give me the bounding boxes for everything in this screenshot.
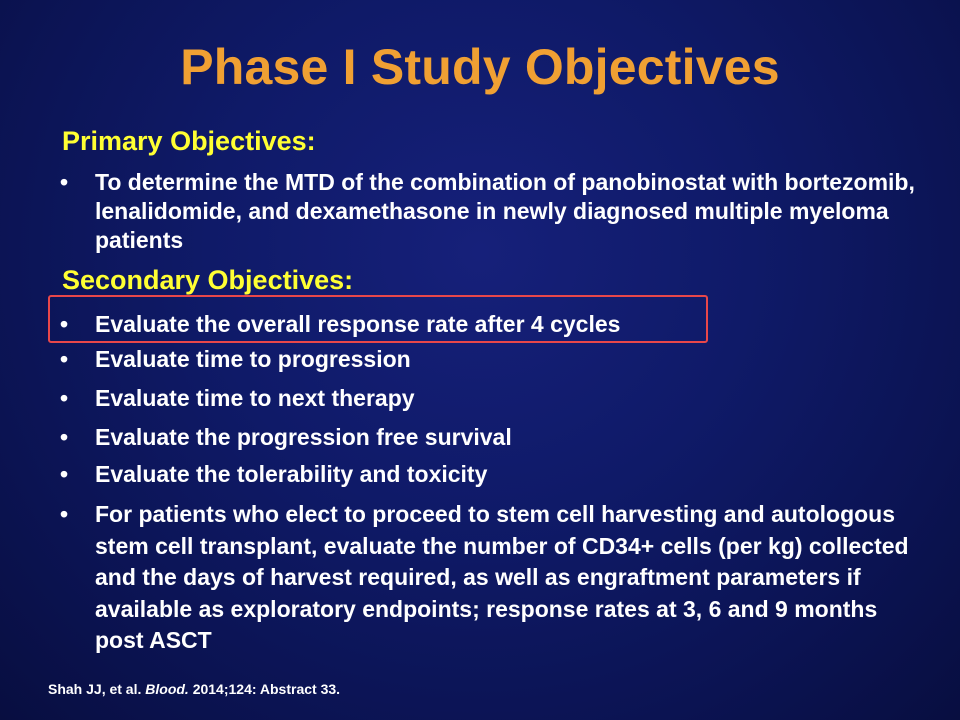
- bullet-marker: •: [60, 346, 69, 372]
- primary-objective-bullet: • To determine the MTD of the combinatio…: [60, 168, 920, 255]
- bullet-marker: •: [60, 385, 69, 411]
- bullet-marker: •: [60, 169, 69, 195]
- citation-journal: Blood.: [145, 681, 189, 697]
- secondary-objective-bullet: • Evaluate time to progression: [60, 345, 920, 374]
- secondary-objective-bullet: • For patients who elect to proceed to s…: [60, 499, 920, 657]
- highlight-box: [48, 295, 708, 343]
- bullet-marker: •: [60, 424, 69, 450]
- bullet-text: Evaluate the tolerability and toxicity: [95, 461, 488, 487]
- bullet-marker: •: [60, 501, 69, 527]
- bullet-marker: •: [60, 311, 69, 337]
- bullet-marker: •: [60, 461, 69, 487]
- bullet-text: Evaluate the progression free survival: [95, 424, 512, 450]
- citation-authors: Shah JJ, et al.: [48, 681, 146, 697]
- secondary-objective-bullet: • Evaluate time to next therapy: [60, 384, 920, 413]
- citation: Shah JJ, et al. Blood. 2014;124: Abstrac…: [48, 681, 340, 697]
- bullet-text: To determine the MTD of the combination …: [95, 169, 915, 253]
- secondary-objectives-heading: Secondary Objectives:: [62, 265, 354, 295]
- slide-title: Phase I Study Objectives: [180, 39, 780, 95]
- secondary-objective-bullet: • Evaluate the progression free survival: [60, 423, 920, 452]
- citation-details: 2014;124: Abstract 33.: [188, 681, 341, 697]
- primary-objectives-heading: Primary Objectives:: [62, 126, 316, 156]
- bullet-text: For patients who elect to proceed to ste…: [95, 501, 909, 653]
- bullet-text: Evaluate the overall response rate after…: [95, 311, 621, 337]
- secondary-objective-bullet: • Evaluate the tolerability and toxicity: [60, 460, 920, 489]
- bullet-text: Evaluate time to next therapy: [95, 385, 415, 411]
- secondary-objective-bullet: • Evaluate the overall response rate aft…: [60, 310, 920, 339]
- bullet-text: Evaluate time to progression: [95, 346, 411, 372]
